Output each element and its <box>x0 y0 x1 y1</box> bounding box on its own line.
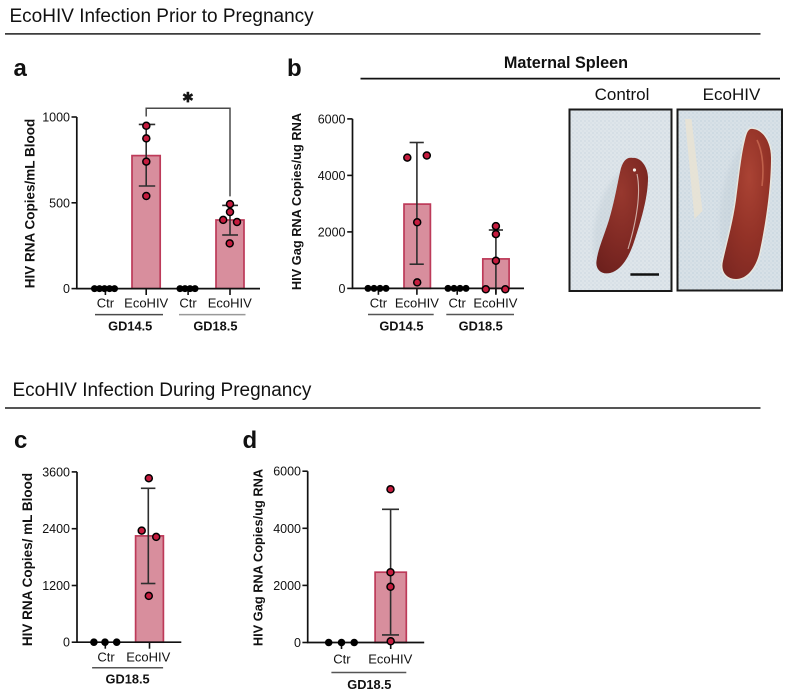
svg-text:EcoHIV Infection Prior to Preg: EcoHIV Infection Prior to Pregnancy <box>10 6 315 27</box>
svg-text:Maternal Spleen: Maternal Spleen <box>504 54 628 72</box>
svg-text:b: b <box>287 55 302 82</box>
svg-text:c: c <box>14 427 27 454</box>
svg-text:GD18.5: GD18.5 <box>193 319 237 334</box>
svg-text:4000: 4000 <box>318 169 346 183</box>
svg-text:GD14.5: GD14.5 <box>379 319 423 334</box>
svg-text:Ctr: Ctr <box>449 295 467 310</box>
svg-text:GD18.5: GD18.5 <box>106 672 150 687</box>
svg-text:HIV Gag RNA Copies/ug RNA: HIV Gag RNA Copies/ug RNA <box>251 469 266 646</box>
svg-text:HIV RNA Copies/mL Blood: HIV RNA Copies/mL Blood <box>23 119 38 289</box>
svg-text:Ctr: Ctr <box>97 295 115 310</box>
svg-text:6000: 6000 <box>273 465 301 479</box>
svg-text:Ctr: Ctr <box>97 650 115 665</box>
svg-text:GD14.5: GD14.5 <box>108 319 152 334</box>
svg-text:d: d <box>243 427 258 454</box>
svg-text:EcoHIV: EcoHIV <box>124 295 168 310</box>
svg-text:GD18.5: GD18.5 <box>459 319 503 334</box>
svg-text:EcoHIV: EcoHIV <box>703 85 761 104</box>
svg-text:a: a <box>14 55 28 82</box>
svg-text:1200: 1200 <box>42 579 70 593</box>
svg-text:6000: 6000 <box>318 112 346 126</box>
svg-text:EcoHIV Infection During Pregna: EcoHIV Infection During Pregnancy <box>13 380 312 401</box>
svg-text:Ctr: Ctr <box>333 652 351 667</box>
svg-text:EcoHIV: EcoHIV <box>208 295 252 310</box>
svg-text:4000: 4000 <box>273 522 301 536</box>
svg-text:1000: 1000 <box>42 111 70 125</box>
svg-text:HIV RNA Copies/ mL Blood: HIV RNA Copies/ mL Blood <box>20 473 35 646</box>
svg-text:EcoHIV: EcoHIV <box>473 295 517 310</box>
svg-text:0: 0 <box>294 636 301 650</box>
svg-text:Ctr: Ctr <box>370 295 388 310</box>
svg-text:Control: Control <box>595 85 650 104</box>
svg-text:500: 500 <box>49 196 70 210</box>
svg-text:3600: 3600 <box>42 465 70 479</box>
svg-text:2000: 2000 <box>318 225 346 239</box>
svg-text:EcoHIV: EcoHIV <box>126 650 170 665</box>
svg-text:Ctr: Ctr <box>179 295 197 310</box>
svg-text:GD18.5: GD18.5 <box>347 677 391 692</box>
svg-text:HIV Gag RNA Copies/ug RNA: HIV Gag RNA Copies/ug RNA <box>289 113 304 290</box>
svg-text:2400: 2400 <box>42 522 70 536</box>
svg-text:2000: 2000 <box>273 579 301 593</box>
svg-text:EcoHIV: EcoHIV <box>395 295 439 310</box>
svg-text:0: 0 <box>339 282 346 296</box>
svg-text:0: 0 <box>63 282 70 296</box>
svg-text:EcoHIV: EcoHIV <box>368 652 412 667</box>
svg-text:0: 0 <box>63 636 70 650</box>
